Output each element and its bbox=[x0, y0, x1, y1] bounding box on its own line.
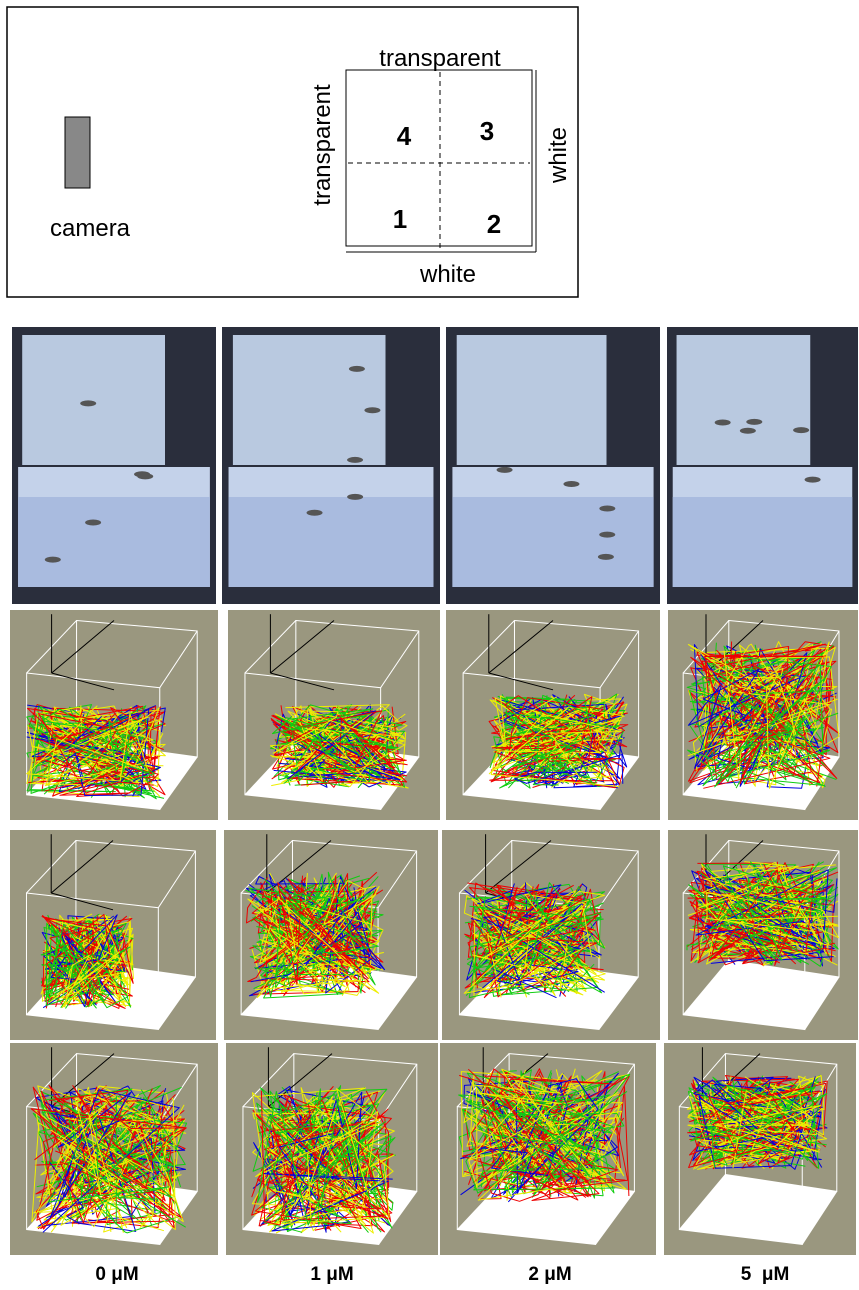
fish bbox=[307, 510, 323, 516]
fish bbox=[746, 419, 762, 425]
camera-label: camera bbox=[50, 215, 131, 242]
zone-label: 2 bbox=[487, 209, 501, 239]
fish bbox=[793, 427, 809, 433]
zone-label: 3 bbox=[480, 116, 494, 146]
fish bbox=[80, 400, 96, 406]
fish bbox=[563, 481, 579, 487]
column-label: 2 μM bbox=[528, 1264, 571, 1285]
photo-water bbox=[229, 497, 434, 587]
fish bbox=[599, 505, 615, 511]
photo-mirror bbox=[22, 335, 165, 465]
zone-label: 4 bbox=[397, 121, 412, 151]
figure: camera transparent transparent white whi… bbox=[0, 0, 859, 1290]
photo-mirror bbox=[457, 335, 607, 465]
photo-water bbox=[452, 497, 653, 587]
column-label: 5 μM bbox=[741, 1264, 790, 1285]
fish bbox=[347, 494, 363, 500]
fish bbox=[598, 554, 614, 560]
camera-icon bbox=[65, 117, 90, 188]
fish bbox=[497, 467, 513, 473]
top-label: transparent bbox=[379, 45, 501, 72]
fish bbox=[715, 419, 731, 425]
fish bbox=[599, 532, 615, 538]
photo-mirror bbox=[233, 335, 386, 465]
right-label: white bbox=[545, 127, 572, 184]
left-label: transparent bbox=[309, 84, 336, 206]
column-label: 0 μM bbox=[95, 1264, 138, 1285]
panels bbox=[10, 327, 858, 1255]
fish bbox=[349, 366, 365, 372]
fish bbox=[364, 407, 380, 413]
photo-mirror bbox=[677, 335, 811, 465]
photo-water bbox=[673, 497, 853, 587]
fish bbox=[137, 473, 153, 479]
fish bbox=[347, 457, 363, 463]
fish bbox=[805, 477, 821, 483]
fish bbox=[740, 428, 756, 434]
tank bbox=[346, 70, 532, 246]
bottom-label: white bbox=[419, 261, 476, 288]
fish bbox=[45, 557, 61, 563]
column-label: 1 μM bbox=[310, 1264, 353, 1285]
fish bbox=[85, 519, 101, 525]
zone-label: 1 bbox=[393, 204, 407, 234]
photo-water bbox=[18, 497, 210, 587]
